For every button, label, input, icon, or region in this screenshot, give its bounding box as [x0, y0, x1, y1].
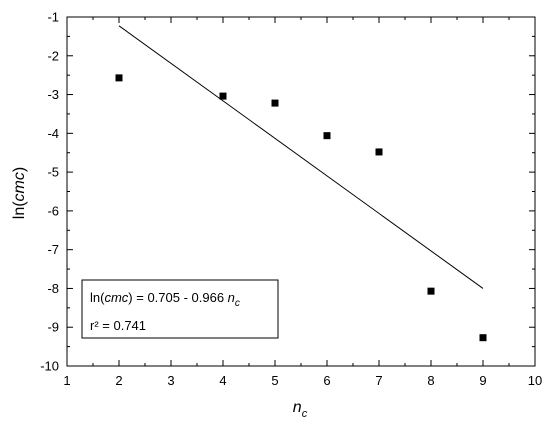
x-axis-label: nc: [293, 399, 308, 420]
x-tick-label: 5: [271, 373, 278, 388]
data-point: [479, 334, 487, 342]
equation-line-1: ln(cmc) = 0.705 - 0.966 nc: [90, 290, 240, 309]
x-tick-label: 3: [167, 373, 174, 388]
x-tick-label: 6: [323, 373, 330, 388]
x-tick-label: 7: [375, 373, 382, 388]
y-tick-label: -3: [47, 87, 59, 102]
equation-line-2: r² = 0.741: [90, 318, 146, 333]
data-point: [115, 74, 123, 82]
fit-line-group: [118, 25, 484, 289]
data-point: [427, 287, 435, 295]
y-tick-label: -2: [47, 48, 59, 63]
y-tick-label: -1: [47, 10, 59, 25]
x-tick-label: 4: [219, 373, 226, 388]
y-tick-label: -4: [47, 126, 59, 141]
data-point: [271, 99, 279, 107]
x-tick-label: 2: [115, 373, 122, 388]
tick-labels: 1 2 3 4 5 6 7 8 9 10 -1 -2 -3 -4 -5 -6 -7 -8 -9 -10: [40, 10, 542, 389]
fit-line: [118, 25, 484, 289]
y-tick-label: -8: [47, 281, 59, 296]
y-tick-label: -10: [40, 359, 59, 374]
x-tick-label: 9: [479, 373, 486, 388]
equation-box: ln(cmc) = 0.705 - 0.966 nc r² = 0.741: [81, 279, 279, 339]
y-tick-label: -5: [47, 165, 59, 180]
y-tick-label: -9: [47, 320, 59, 335]
data-point: [323, 132, 331, 140]
data-points: [115, 74, 487, 342]
y-axis-label: ln(cmc): [11, 167, 28, 219]
data-point: [219, 92, 227, 100]
y-tick-label: -6: [47, 203, 59, 218]
x-axis-label-var: n: [293, 399, 302, 416]
axis-ticks: [66, 16, 536, 367]
x-tick-label: 1: [63, 373, 70, 388]
data-point: [375, 148, 383, 156]
x-tick-label: 10: [528, 373, 542, 388]
x-axis-label-sub: c: [302, 408, 308, 420]
y-tick-label: -7: [47, 242, 59, 257]
x-tick-label: 8: [427, 373, 434, 388]
